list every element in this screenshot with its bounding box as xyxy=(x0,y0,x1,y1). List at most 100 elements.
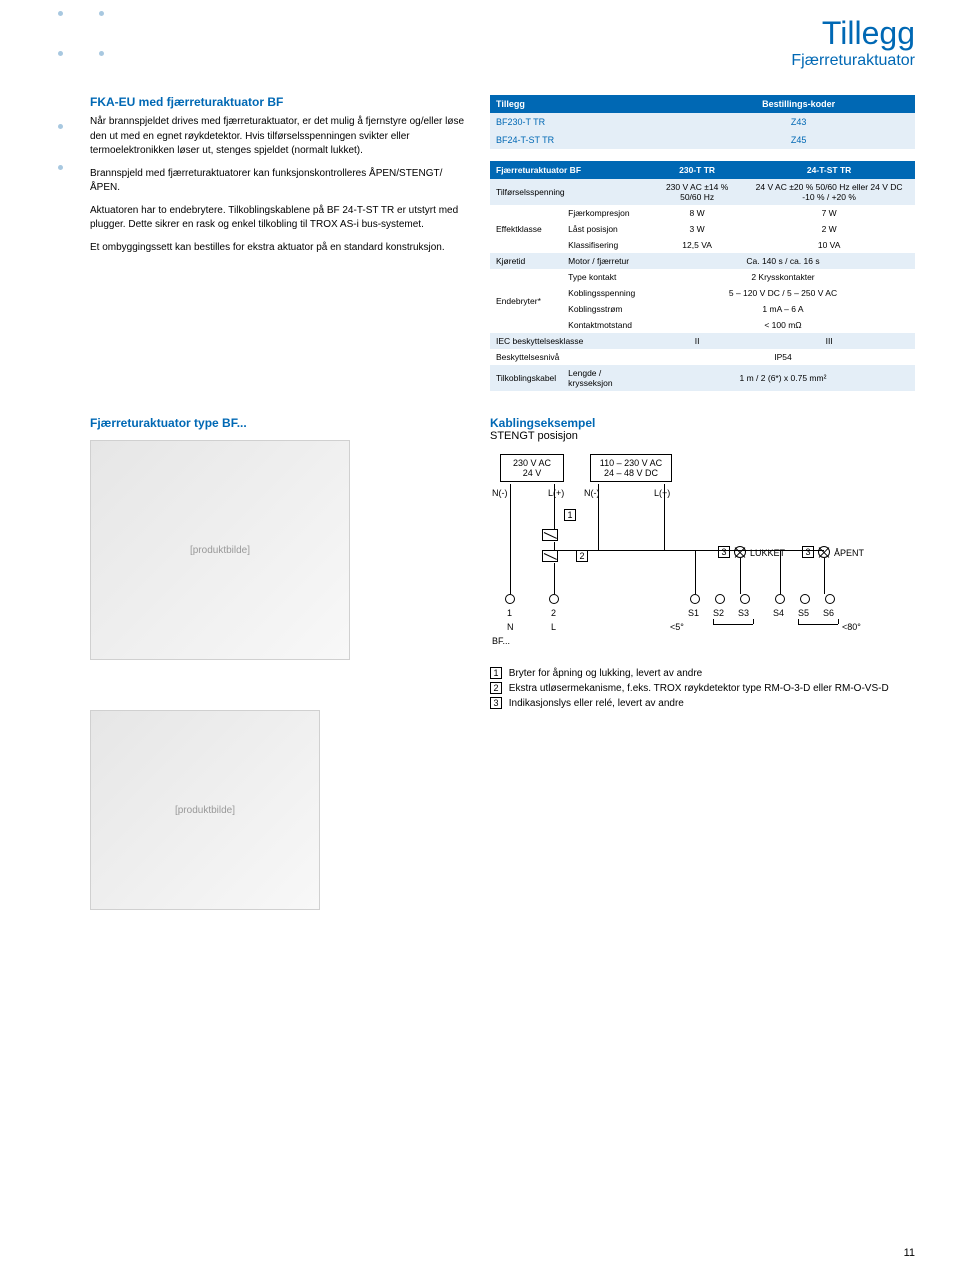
bracket xyxy=(753,619,754,624)
order-codes-col2: Bestillings-koder xyxy=(682,95,915,113)
label-s3: S3 xyxy=(738,608,749,618)
product-image-column: Fjærreturaktuator type BF... [produktbil… xyxy=(90,416,470,910)
intro-p2: Brannspjeld med fjærreturaktuatorer kan … xyxy=(90,167,470,196)
legend-item-3: 3 Indikasjonslys eller relé, levert av a… xyxy=(490,696,915,711)
label-angle-80: <80° xyxy=(842,622,861,632)
cell: BF230-T TR xyxy=(490,113,682,131)
legend-1-text: Bryter for åpning og lukking, levert av … xyxy=(509,668,702,679)
wire xyxy=(598,484,599,550)
bracket xyxy=(798,624,838,625)
label-open: ÅPENT xyxy=(834,548,864,558)
label-s5: S5 xyxy=(798,608,809,618)
cell: II xyxy=(651,333,743,349)
cell: Endebryter* xyxy=(490,269,562,333)
intro-column: FKA-EU med fjærreturaktuator BF Når bran… xyxy=(90,95,470,391)
lamp-closed-icon xyxy=(734,546,746,558)
wire xyxy=(554,542,555,550)
cell: Klassifisering xyxy=(562,237,651,253)
table-row: Effektklasse Fjærkompresjon 8 W 7 W xyxy=(490,205,915,221)
intro-p3: Aktuatoren har to endebrytere. Tilkoblin… xyxy=(90,204,470,233)
tables-column: Tillegg Bestillings-koder BF230-T TR Z43… xyxy=(490,95,915,391)
cell: III xyxy=(743,333,915,349)
page-title: Tillegg xyxy=(0,15,915,52)
cell: BF24-T-ST TR xyxy=(490,131,682,149)
label-s6: S6 xyxy=(823,608,834,618)
legend-3-text: Indikasjonslys eller relé, levert av and… xyxy=(509,698,684,709)
table-row: Beskyttelsesnivå IP54 xyxy=(490,349,915,365)
bracket xyxy=(713,624,753,625)
cell: IEC beskyttelsesklasse xyxy=(490,333,651,349)
switch-1-icon xyxy=(542,529,558,544)
cell: Motor / fjærretur xyxy=(562,253,651,269)
cell: 2 Krysskontakter xyxy=(651,269,915,285)
product-image-1: [produktbilde] xyxy=(90,440,350,660)
wire xyxy=(780,550,781,594)
cell: 10 VA xyxy=(743,237,915,253)
cell: < 100 mΩ xyxy=(651,317,915,333)
cell: 8 W xyxy=(651,205,743,221)
terminal-s3 xyxy=(740,594,750,604)
wire xyxy=(740,558,741,594)
wire xyxy=(664,484,665,550)
lamp-open-icon xyxy=(818,546,830,558)
wire xyxy=(510,484,511,594)
cell: 1 mA – 6 A xyxy=(651,301,915,317)
cell: Kjøretid xyxy=(490,253,562,269)
placeholder-text: [produktbilde] xyxy=(175,805,235,816)
cell: Låst posisjon xyxy=(562,221,651,237)
label-s4: S4 xyxy=(773,608,784,618)
wire xyxy=(554,484,555,514)
terminal-1 xyxy=(505,594,515,604)
table-row: Kjøretid Motor / fjærretur Ca. 140 s / c… xyxy=(490,253,915,269)
wire xyxy=(554,563,555,594)
order-codes-col1: Tillegg xyxy=(490,95,682,113)
label-t2: 2 xyxy=(551,608,556,618)
supply-box-2-line1: 110 – 230 V AC xyxy=(596,458,666,468)
spec-col1: Fjærreturaktuator BF xyxy=(490,161,651,179)
ref-2-icon: 2 xyxy=(576,550,588,562)
label-s2: S2 xyxy=(713,608,724,618)
cell: 1 m / 2 (6*) x 0.75 mm² xyxy=(651,365,915,391)
cell: Beskyttelsesnivå xyxy=(490,349,651,365)
cell: 5 – 120 V DC / 5 – 250 V AC xyxy=(651,285,915,301)
supply-box-2-line2: 24 – 48 V DC xyxy=(596,468,666,478)
bracket xyxy=(838,619,839,624)
table-row: BF230-T TR Z43 xyxy=(490,113,915,131)
cell: Koblingsspenning xyxy=(562,285,651,301)
bracket xyxy=(798,619,799,624)
cell: Koblingsstrøm xyxy=(562,301,651,317)
cell: Fjærkompresjon xyxy=(562,205,651,221)
label-l1: L(+) xyxy=(548,488,564,498)
cell: IP54 xyxy=(651,349,915,365)
label-tl: L xyxy=(551,622,556,632)
cell: Type kontakt xyxy=(562,269,651,285)
ref-1-icon: 1 xyxy=(564,509,576,521)
wire xyxy=(695,550,696,594)
terminal-s6 xyxy=(825,594,835,604)
cell: Kontaktmotstand xyxy=(562,317,651,333)
cell: 7 W xyxy=(743,205,915,221)
dot-pattern-col xyxy=(58,88,63,206)
spec-col2: 230-T TR xyxy=(651,161,743,179)
placeholder-text: [produktbilde] xyxy=(190,545,250,556)
legend-2-icon: 2 xyxy=(490,682,502,694)
spec-table: Fjærreturaktuator BF 230-T TR 24-T-ST TR… xyxy=(490,161,915,391)
table-row: Endebryter* Type kontakt 2 Krysskontakte… xyxy=(490,269,915,285)
wiring-subheading: STENGT posisjon xyxy=(490,430,915,442)
terminal-s2 xyxy=(715,594,725,604)
wiring-diagram: 230 V AC 24 V 110 – 230 V AC 24 – 48 V D… xyxy=(490,454,890,654)
terminal-s1 xyxy=(690,594,700,604)
cell: Z43 xyxy=(682,113,915,131)
legend-item-1: 1 Bryter for åpning og lukking, levert a… xyxy=(490,666,915,681)
cell: Z45 xyxy=(682,131,915,149)
cell: 12,5 VA xyxy=(651,237,743,253)
label-l2: L(+) xyxy=(654,488,670,498)
wiring-legend: 1 Bryter for åpning og lukking, levert a… xyxy=(490,666,915,711)
wire xyxy=(695,550,696,551)
supply-box-2: 110 – 230 V AC 24 – 48 V DC xyxy=(590,454,672,482)
wire xyxy=(554,550,664,551)
table-row: IEC beskyttelsesklasse II III xyxy=(490,333,915,349)
legend-1-icon: 1 xyxy=(490,667,502,679)
label-n1: N(-) xyxy=(492,488,508,498)
supply-box-1-line1: 230 V AC xyxy=(506,458,558,468)
